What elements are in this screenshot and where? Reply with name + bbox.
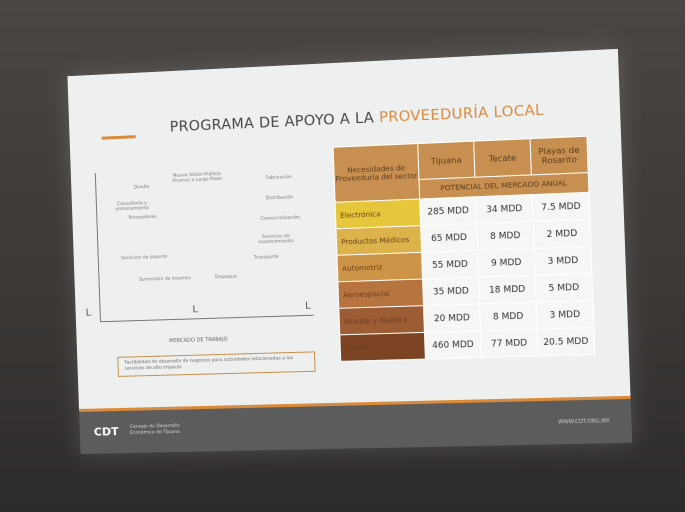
column-header: Tijuana [417, 141, 475, 180]
diagram-label: Diseño [133, 184, 150, 191]
table-cell: 77 MDD [480, 329, 538, 358]
diagram-label: Empaque [214, 274, 237, 281]
row-header: Electrónica [335, 198, 421, 229]
diagram-label: Proveedores [128, 214, 157, 221]
axis-label: L [192, 304, 199, 316]
diagram-label: Comercialización [260, 215, 301, 222]
title-text: PROGRAMA DE APOYO A LA [169, 109, 380, 136]
table-cell: 34 MDD [475, 194, 534, 224]
diagram-label: Servicios de soporte [120, 254, 168, 262]
table-cell: 35 MDD [422, 277, 480, 306]
table-cell: 3 MDD [535, 300, 594, 330]
diagram-label: Consultoría y entrenamiento [115, 201, 150, 213]
diagram-label: Suministro de insumos [138, 276, 192, 283]
table-cell: 9 MDD [477, 248, 535, 278]
slide-title: PROGRAMA DE APOYO A LA PROVEEDURÍA LOCAL [169, 102, 544, 135]
table-cell: 285 MDD [419, 196, 477, 226]
footer-url: WWW.CDT.ORG.MX [558, 418, 610, 426]
title-highlight: PROVEEDURÍA LOCAL [378, 102, 545, 127]
table-cell: 18 MDD [478, 275, 536, 304]
diagram-label: Servicios de mantenimiento [258, 234, 294, 246]
table-cell: 7.5 MDD [532, 192, 590, 222]
table-cell: 8 MDD [476, 221, 534, 251]
row-header: Productos Médicos [336, 225, 422, 256]
table-cell: 3 MDD [533, 246, 592, 276]
corner-header: Necesidades de Proveeduría del sector [333, 143, 420, 203]
axis-label: L [85, 307, 92, 319]
table-cell: 20.5 MDD [536, 327, 595, 357]
column-header: Playas de Rosarito [530, 136, 589, 175]
axis-label: L [304, 300, 312, 312]
row-header: Aeroespacial [337, 279, 424, 309]
table-cell: 5 MDD [534, 273, 593, 303]
diagram-label: Fabricación [265, 174, 293, 182]
axis [99, 314, 314, 323]
note-box: Factibilidad de desarrollo de negocios p… [117, 351, 316, 377]
diagram-label: Transporte [253, 254, 279, 261]
row-header: Mueble y Madera [338, 305, 425, 335]
table-cell: 65 MDD [420, 223, 478, 253]
market-table: Necesidades de Proveeduría del sector Tij… [333, 136, 596, 362]
row-header: Automotriz [336, 252, 423, 282]
accent-line [101, 135, 136, 140]
table-cell: 20 MDD [423, 303, 481, 333]
table-cell: 55 MDD [421, 250, 479, 280]
diagram-label: Nueva Visión Pública Alcance a Largo Pla… [172, 171, 223, 185]
diagram-label: Distribución [265, 195, 294, 202]
axis [94, 173, 101, 322]
table-cell: 8 MDD [479, 302, 537, 331]
row-header: Totales [339, 332, 426, 362]
projected-slide: PROGRAMA DE APOYO A LA PROVEEDURÍA LOCAL… [67, 48, 633, 454]
table-cell: 2 MDD [533, 219, 591, 249]
table-cell: 460 MDD [424, 330, 482, 360]
column-header: Tecate [473, 138, 532, 178]
footer-org: Consejo de Desarrollo Económico de Tijua… [129, 423, 180, 436]
market-label: MERCADO DE TRABAJO [169, 336, 228, 345]
footer-logo: CDT [93, 425, 119, 439]
